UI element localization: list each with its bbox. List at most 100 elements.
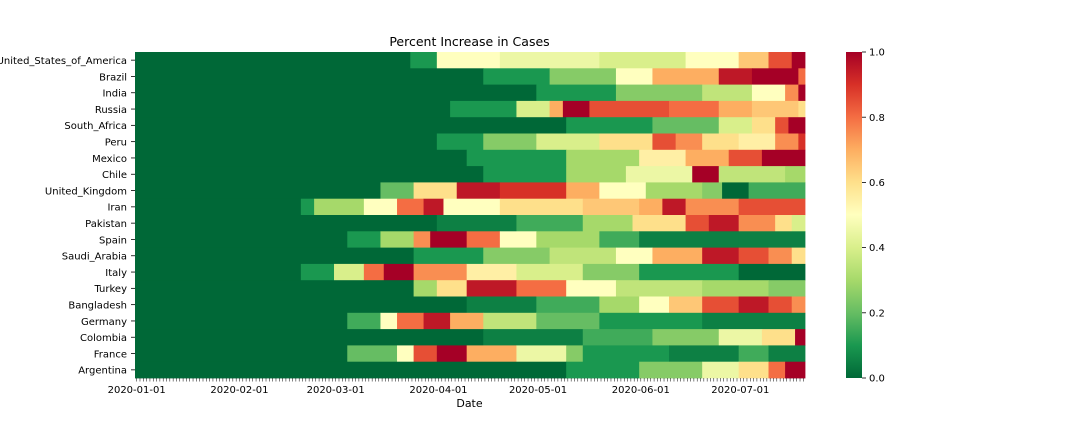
heatmap-cell: [466, 296, 537, 314]
heatmap-cell: [516, 215, 584, 232]
heatmap-cell: [516, 100, 551, 118]
row-label: Chile: [102, 170, 127, 181]
heatmap-cell: [483, 166, 567, 183]
heatmap-cell: [483, 133, 537, 151]
heatmap-cell: [566, 280, 617, 297]
heatmap-cell: [791, 215, 806, 232]
heatmap-cell: [718, 117, 753, 134]
heatmap-cell: [135, 231, 348, 248]
row-label: United_Kingdom: [45, 186, 127, 197]
heatmap-cell: [768, 280, 806, 297]
heatmap-cell: [685, 52, 740, 69]
heatmap-cell: [788, 117, 806, 134]
row-label: Argentina: [78, 366, 127, 377]
row-label: Peru: [105, 137, 127, 148]
heatmap-cell: [768, 296, 793, 314]
heatmap-cell: [135, 133, 438, 151]
heatmap-cell: [702, 280, 769, 297]
heatmap-cell: [423, 198, 444, 216]
heatmap-cell: [702, 182, 723, 200]
heatmap-cell: [768, 361, 786, 379]
heatmap-cell: [347, 312, 381, 330]
heatmap-cell: [761, 329, 796, 346]
colorbar-tick-label: 1.0: [869, 48, 885, 59]
heatmap-cell: [347, 345, 398, 363]
x-tick-label: 2020-06-01: [612, 385, 670, 396]
row-labels: United_States_of_America Brazil India Russi…: [0, 56, 135, 377]
heatmap-cell: [413, 280, 438, 297]
heatmap-cell: [483, 68, 551, 85]
heatmap-cell: [662, 198, 686, 216]
heatmap-cell: [443, 198, 501, 216]
heatmap-cell: [785, 361, 806, 379]
row-label: Saudi_Arabia: [62, 252, 127, 263]
heatmap-cell: [549, 100, 564, 118]
heatmap-cell: [652, 329, 720, 346]
heatmap-cell: [599, 182, 647, 200]
heatmap-cell: [775, 133, 799, 151]
x-tick-label: 2020-05-01: [509, 385, 567, 396]
row-label: Italy: [105, 268, 127, 279]
heatmap-cell: [135, 263, 302, 281]
colorbar-tick-label: 0.8: [869, 113, 885, 124]
heatmap-cell: [738, 263, 806, 281]
heatmap-cell: [516, 345, 567, 363]
heatmap-cell: [798, 68, 806, 85]
heatmap-cell: [708, 215, 740, 232]
heatmap-cell: [702, 312, 806, 330]
heatmap-cell: [466, 149, 567, 167]
heatmap-cell: [456, 182, 501, 200]
colorbar-gradient: [846, 52, 862, 378]
heatmap-cell: [768, 247, 793, 265]
heatmap-cell: [536, 312, 600, 330]
heatmap-cell: [135, 68, 484, 85]
heatmap-cell: [748, 182, 806, 200]
heatmap-cell: [615, 68, 653, 85]
heatmap-cell: [410, 52, 438, 69]
heatmap-cell: [632, 215, 686, 232]
heatmap-cell: [135, 345, 348, 363]
heatmap-cell: [397, 198, 424, 216]
heatmap-cell: [798, 84, 806, 102]
heatmap-cell: [450, 100, 517, 118]
heatmap-cell: [566, 117, 653, 134]
heatmap-cell: [466, 345, 517, 363]
heatmap-cell: [675, 133, 703, 151]
heatmap-cell: [652, 247, 703, 265]
heatmap-cell: [499, 198, 584, 216]
colorbar-tick-label: 0.6: [869, 178, 885, 189]
heatmap-cell: [582, 215, 633, 232]
heatmap-cell: [639, 361, 703, 379]
heatmap-cell: [685, 215, 710, 232]
heatmap-cell: [751, 117, 776, 134]
x-tick-label: 2020-04-01: [409, 385, 467, 396]
heatmap-cell: [536, 296, 600, 314]
heatmap-cell: [785, 166, 806, 183]
heatmap-cell: [135, 247, 415, 265]
heatmap-cell: [615, 247, 653, 265]
heatmap-cell: [566, 361, 640, 379]
row-label: Mexico: [92, 154, 127, 165]
heatmap-cell: [135, 198, 302, 216]
heatmap-cell: [798, 133, 806, 151]
heatmap-cell: [499, 231, 537, 248]
heatmap-cell: [738, 231, 806, 248]
x-tick-label: 2020-07-01: [711, 385, 769, 396]
heatmap-cell: [768, 52, 793, 69]
heatmap-cell: [728, 149, 763, 167]
heatmap-cell: [761, 149, 806, 167]
row-label: Brazil: [99, 72, 127, 83]
heatmap-cell: [135, 100, 451, 118]
row-label: United_States_of_America: [0, 56, 127, 67]
heatmap-cell: [768, 345, 806, 363]
heatmap-cell: [615, 84, 703, 102]
x-tick-label: 2020-02-01: [210, 385, 268, 396]
row-label: Bangladesh: [68, 300, 127, 311]
heatmap-cell: [397, 345, 415, 363]
heatmap-cell: [751, 100, 799, 118]
colorbar-tick-label: 0.0: [869, 374, 885, 385]
heatmap-cell: [549, 68, 617, 85]
x-tick-label: 2020-01-01: [108, 385, 166, 396]
colorbar-tick-label: 0.4: [869, 243, 885, 254]
